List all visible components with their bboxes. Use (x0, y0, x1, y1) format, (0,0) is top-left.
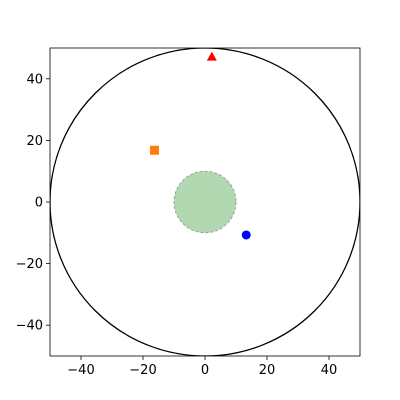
x-tick-label: 0 (201, 363, 209, 378)
y-tick-label: 20 (26, 134, 43, 149)
x-tick-label: 40 (321, 363, 338, 378)
y-axis: −40 −20 0 20 40 (16, 72, 50, 333)
x-axis: −40 −20 0 20 40 (67, 356, 337, 378)
inner-filled-circle (174, 171, 236, 233)
data-point-circle (242, 230, 251, 239)
data-point-square (150, 146, 159, 155)
y-tick-label: −20 (16, 257, 43, 272)
data-point-triangle (207, 52, 217, 61)
x-tick-label: −40 (67, 363, 94, 378)
y-tick-label: 40 (26, 72, 43, 87)
plot-area (50, 48, 360, 356)
y-tick-label: −40 (16, 319, 43, 334)
x-tick-label: −20 (129, 363, 156, 378)
y-tick-label: 0 (35, 196, 43, 211)
x-tick-label: 20 (259, 363, 276, 378)
